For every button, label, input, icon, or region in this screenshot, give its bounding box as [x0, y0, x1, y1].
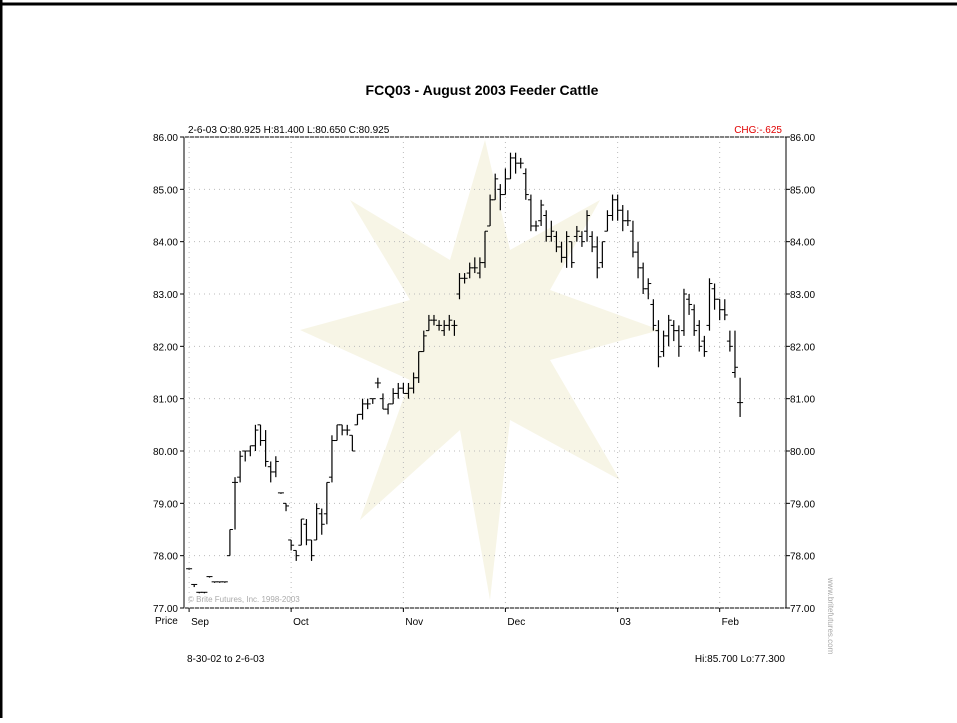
y-tick-label: 79.00: [153, 499, 178, 510]
side-text: www.britefutures.com: [826, 577, 835, 655]
x-tick-label: Nov: [405, 617, 423, 628]
y-axis-label: Price: [155, 616, 178, 627]
y2-tick-label: 80.00: [790, 447, 815, 458]
chart-title: FCQ03 - August 2003 Feeder Cattle: [366, 82, 599, 98]
y2-tick-label: 82.00: [790, 342, 815, 353]
hilo-text: Hi:85.700 Lo:77.300: [695, 654, 786, 665]
y-tick-label: 77.00: [153, 604, 178, 615]
x-tick-label: 03: [620, 617, 632, 628]
y-tick-label: 85.00: [153, 185, 178, 196]
y2-tick-label: 85.00: [790, 185, 815, 196]
x-tick-label: Feb: [722, 617, 740, 628]
y2-tick-label: 81.00: [790, 395, 815, 406]
y-tick-label: 81.00: [153, 395, 178, 406]
x-tick-label: Dec: [507, 617, 525, 628]
ohlc-info: 2-6-03 O:80.925 H:81.400 L:80.650 C:80.9…: [188, 125, 390, 136]
y-tick-label: 83.00: [153, 290, 178, 301]
range-text: 8-30-02 to 2-6-03: [187, 654, 265, 665]
change-text: CHG:-.625: [734, 125, 782, 136]
y2-tick-label: 84.00: [790, 238, 815, 249]
x-tick-label: Sep: [191, 617, 209, 628]
y2-tick-label: 86.00: [790, 133, 815, 144]
y2-tick-label: 78.00: [790, 552, 815, 563]
y-tick-label: 82.00: [153, 342, 178, 353]
x-tick-label: Oct: [293, 617, 309, 628]
y2-tick-label: 79.00: [790, 499, 815, 510]
y2-tick-label: 77.00: [790, 604, 815, 615]
y-tick-label: 86.00: [153, 133, 178, 144]
watermark-logo: [300, 140, 660, 600]
watermark-text: © Brite Futures, Inc. 1998-2003: [188, 595, 300, 604]
plot: 77.00 77.00 78.00 78.00 79.00 79.00 80.00 80.00…: [153, 133, 815, 628]
y-tick-label: 84.00: [153, 238, 178, 249]
y-tick-label: 78.00: [153, 552, 178, 563]
y2-tick-label: 83.00: [790, 290, 815, 301]
y-tick-label: 80.00: [153, 447, 178, 458]
